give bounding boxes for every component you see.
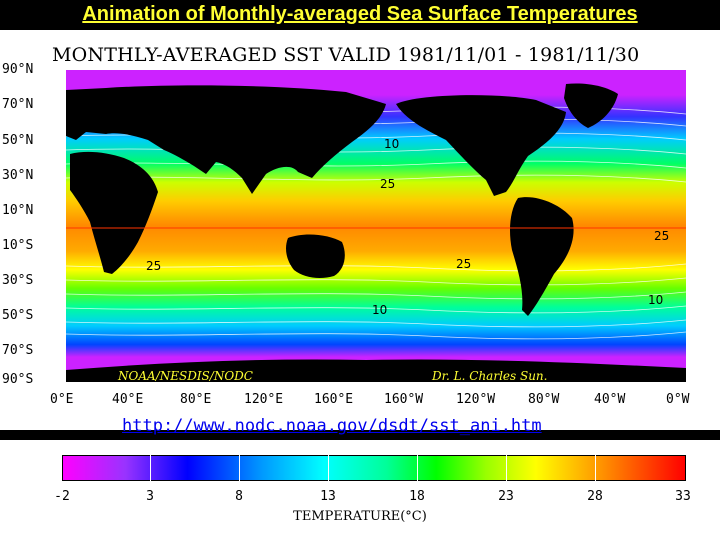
- antarctica: [66, 359, 686, 382]
- longitude-label: 40°E: [112, 392, 144, 407]
- contour-labels: 10 25 25 25 25 10 10 10: [90, 87, 669, 317]
- longitude-label: 0°W: [666, 392, 690, 407]
- latitude-label: 10°S: [2, 238, 34, 253]
- contour-label: 10: [90, 87, 105, 101]
- contour-label: 25: [654, 229, 669, 243]
- colorbar-tick-label: 28: [587, 489, 603, 504]
- contour-label: 10: [384, 137, 399, 151]
- latitude-label: 90°S: [2, 372, 34, 387]
- longitude-label: 80°E: [180, 392, 212, 407]
- colorbar-tick: [506, 455, 507, 481]
- africa: [70, 151, 158, 274]
- page-title: Animation of Monthly-averaged Sea Surfac…: [82, 3, 638, 25]
- north-america: [396, 95, 566, 196]
- colorbar-tick-label: 8: [235, 489, 243, 504]
- latitude-label: 30°N: [2, 168, 34, 183]
- longitude-label: 0°E: [50, 392, 74, 407]
- contour-label: 25: [380, 177, 395, 191]
- contour-label: 25: [456, 257, 471, 271]
- isotherm-lines: [66, 106, 686, 340]
- south-america: [510, 197, 574, 316]
- map-title: MONTHLY-AVERAGED SST VALID 1981/11/01 - …: [52, 44, 640, 66]
- temperature-colorbar: [62, 455, 686, 481]
- legend-title: TEMPERATURE(°C): [293, 509, 427, 524]
- greenland: [564, 83, 618, 128]
- latitude-label: 30°S: [2, 273, 34, 288]
- eurasia: [66, 85, 386, 194]
- land-masses: [66, 83, 686, 382]
- contour-label: 10: [648, 293, 663, 307]
- colorbar-tick-label: -2: [54, 489, 70, 504]
- australia: [286, 234, 345, 278]
- colorbar-tick: [150, 455, 151, 481]
- latitude-label: 50°S: [2, 308, 34, 323]
- source-url-link[interactable]: http://www.nodc.noaa.gov/dsdt/sst_ani.ht…: [122, 416, 542, 436]
- contour-label: 10: [372, 303, 387, 317]
- latitude-label: 90°N: [2, 62, 34, 77]
- latitude-label: 70°N: [2, 97, 34, 112]
- colorbar-tick: [239, 455, 240, 481]
- colorbar-tick-label: 13: [320, 489, 336, 504]
- colorbar-tick-label: 33: [675, 489, 691, 504]
- longitude-label: 120°W: [456, 392, 496, 407]
- contour-label: 25: [146, 259, 161, 273]
- colorbar-tick-label: 18: [409, 489, 425, 504]
- longitude-label: 120°E: [244, 392, 284, 407]
- longitude-label: 80°W: [528, 392, 560, 407]
- sst-map: 10 25 25 25 25 10 10 10: [66, 70, 686, 382]
- latitude-label: 70°S: [2, 343, 34, 358]
- colorbar-tick: [328, 455, 329, 481]
- colorbar-tick: [417, 455, 418, 481]
- longitude-label: 160°W: [384, 392, 424, 407]
- colorbar-tick-label: 3: [146, 489, 154, 504]
- colorbar-tick: [595, 455, 596, 481]
- credit-left: NOAA/NESDIS/NODC: [118, 369, 253, 383]
- latitude-label: 10°N: [2, 203, 34, 218]
- longitude-label: 40°W: [594, 392, 626, 407]
- longitude-label: 160°E: [314, 392, 354, 407]
- colorbar-tick-label: 23: [498, 489, 514, 504]
- latitude-label: 50°N: [2, 133, 34, 148]
- credit-right: Dr. L. Charles Sun.: [432, 369, 548, 383]
